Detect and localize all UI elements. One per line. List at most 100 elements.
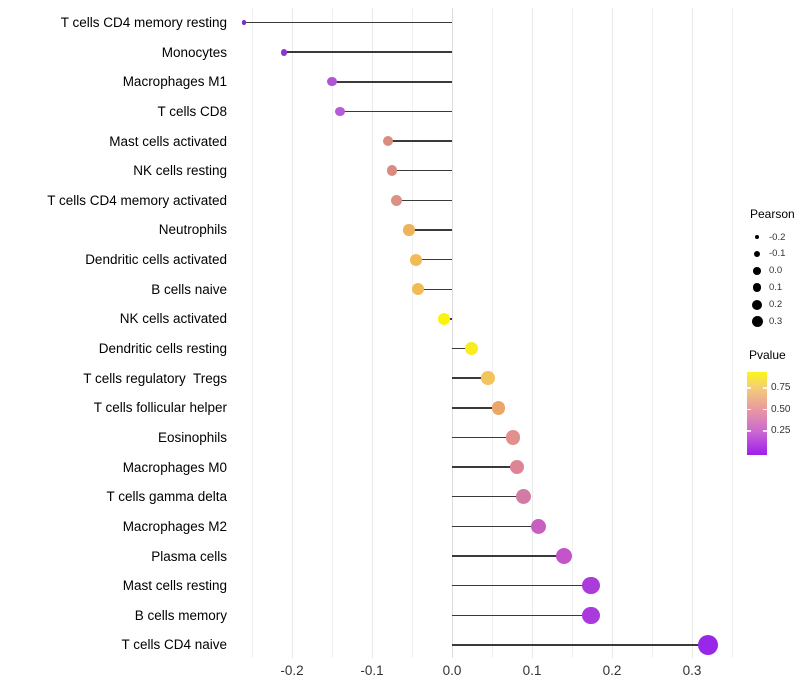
lollipop-stem (418, 288, 452, 290)
category-label: Plasma cells (151, 548, 227, 564)
size-legend-dot (753, 266, 761, 275)
lollipop-point (555, 547, 573, 565)
colorbar-tick (747, 430, 751, 432)
lollipop-stem (452, 584, 592, 587)
colorbar-tick-label: 0.25 (771, 425, 791, 437)
colorbar-tick (747, 387, 751, 389)
size-legend-label: 0.2 (769, 299, 783, 311)
lollipop-point (515, 489, 531, 505)
lollipop-stem (452, 495, 524, 498)
size-legend-label: 0.1 (769, 282, 783, 294)
lollipop-point (582, 606, 600, 625)
category-label: Mast cells resting (122, 578, 227, 594)
category-label: Eosinophils (157, 429, 227, 445)
lollipop-stem (284, 51, 452, 53)
lollipop-stem (452, 407, 499, 409)
lollipop-stem (388, 140, 452, 142)
lollipop-point (582, 576, 600, 595)
category-label: Macrophages M2 (122, 518, 227, 534)
lollipop-point (335, 106, 345, 117)
size-legend-dot (754, 250, 760, 257)
category-label: Macrophages M0 (122, 459, 227, 475)
lollipop-stem (452, 614, 592, 617)
plot-panel (232, 8, 738, 658)
colorbar-tick (763, 387, 767, 389)
lollipop-point (382, 135, 394, 147)
size-legend-dot (754, 234, 760, 240)
colorbar-tick (763, 430, 767, 432)
category-label: B cells memory (134, 607, 227, 623)
gridline-minor (252, 8, 253, 658)
lollipop-stem (332, 81, 452, 83)
size-legend-dot (752, 283, 762, 293)
category-label: NK cells activated (119, 311, 227, 327)
lollipop-stem (408, 229, 452, 231)
category-label: T cells gamma delta (106, 489, 227, 505)
color-legend-title: Pvalue (749, 348, 786, 362)
lollipop-point (327, 77, 337, 87)
category-label: T cells CD4 naive (121, 637, 227, 653)
lollipop-stem (452, 466, 517, 468)
lollipop-stem (452, 347, 472, 350)
lollipop-point (509, 459, 524, 475)
colorbar-tick-label: 0.75 (771, 382, 791, 394)
x-tick-label: 0.2 (602, 663, 622, 678)
category-label: Dendritic cells resting (98, 341, 227, 357)
lollipop-stem (452, 525, 539, 528)
size-legend-label: -0.1 (769, 248, 786, 260)
size-legend-label: -0.2 (769, 231, 786, 243)
gridline-minor (412, 8, 413, 658)
lollipop-stem (340, 110, 452, 113)
gridline-minor (572, 8, 573, 658)
lollipop-point (491, 401, 506, 415)
lollipop-point (530, 518, 547, 535)
gridline-zero (452, 8, 453, 658)
lollipop-point (403, 224, 415, 236)
category-label: Mast cells activated (109, 133, 227, 149)
category-label: NK cells resting (133, 163, 227, 179)
lollipop-point (412, 283, 425, 296)
lollipop-point (481, 371, 495, 385)
gridline-minor (652, 8, 653, 658)
lollipop-point (386, 165, 398, 177)
colorbar-tick (747, 408, 751, 411)
gridline-major (692, 8, 693, 658)
category-label: T cells CD4 memory resting (60, 15, 227, 30)
gridline-minor (332, 8, 333, 658)
size-legend-title: Pearson (750, 207, 795, 221)
lollipop-stem (452, 644, 708, 646)
category-label: T cells regulatory Tregs (83, 370, 227, 386)
lollipop-point (464, 342, 478, 356)
lollipop-point (437, 312, 451, 326)
colorbar-tick (763, 408, 767, 411)
lollipop-point (241, 20, 247, 25)
gridline-minor (732, 8, 733, 658)
lollipop-point (390, 194, 402, 206)
lollipop-stem (244, 21, 452, 24)
size-legend-label: 0.3 (769, 316, 783, 327)
x-tick-label: 0.1 (522, 663, 542, 678)
pvalue-colorbar (747, 372, 767, 455)
x-tick-label: -0.2 (280, 663, 304, 678)
size-legend-dot (752, 299, 762, 310)
lollipop-stem (452, 436, 513, 439)
lollipop-point (697, 634, 719, 656)
category-label: Monocytes (161, 44, 227, 60)
gridline-minor (492, 8, 493, 658)
x-tick-label: 0.0 (442, 663, 462, 678)
x-tick-label: -0.1 (360, 663, 384, 678)
lollipop-point (280, 48, 288, 56)
gridline-major (612, 8, 613, 658)
gridline-major (532, 8, 533, 658)
colorbar-tick-label: 0.50 (771, 403, 791, 415)
lollipop-stem (416, 258, 452, 261)
gridline-major (372, 8, 373, 658)
gridline-major (292, 8, 293, 658)
category-label: T cells CD4 memory activated (47, 192, 227, 208)
lollipop-point (410, 253, 422, 266)
size-legend-dot (751, 316, 763, 327)
category-label: B cells naive (151, 281, 227, 297)
size-legend-label: 0.0 (769, 265, 783, 277)
lollipop-stem (396, 199, 452, 202)
